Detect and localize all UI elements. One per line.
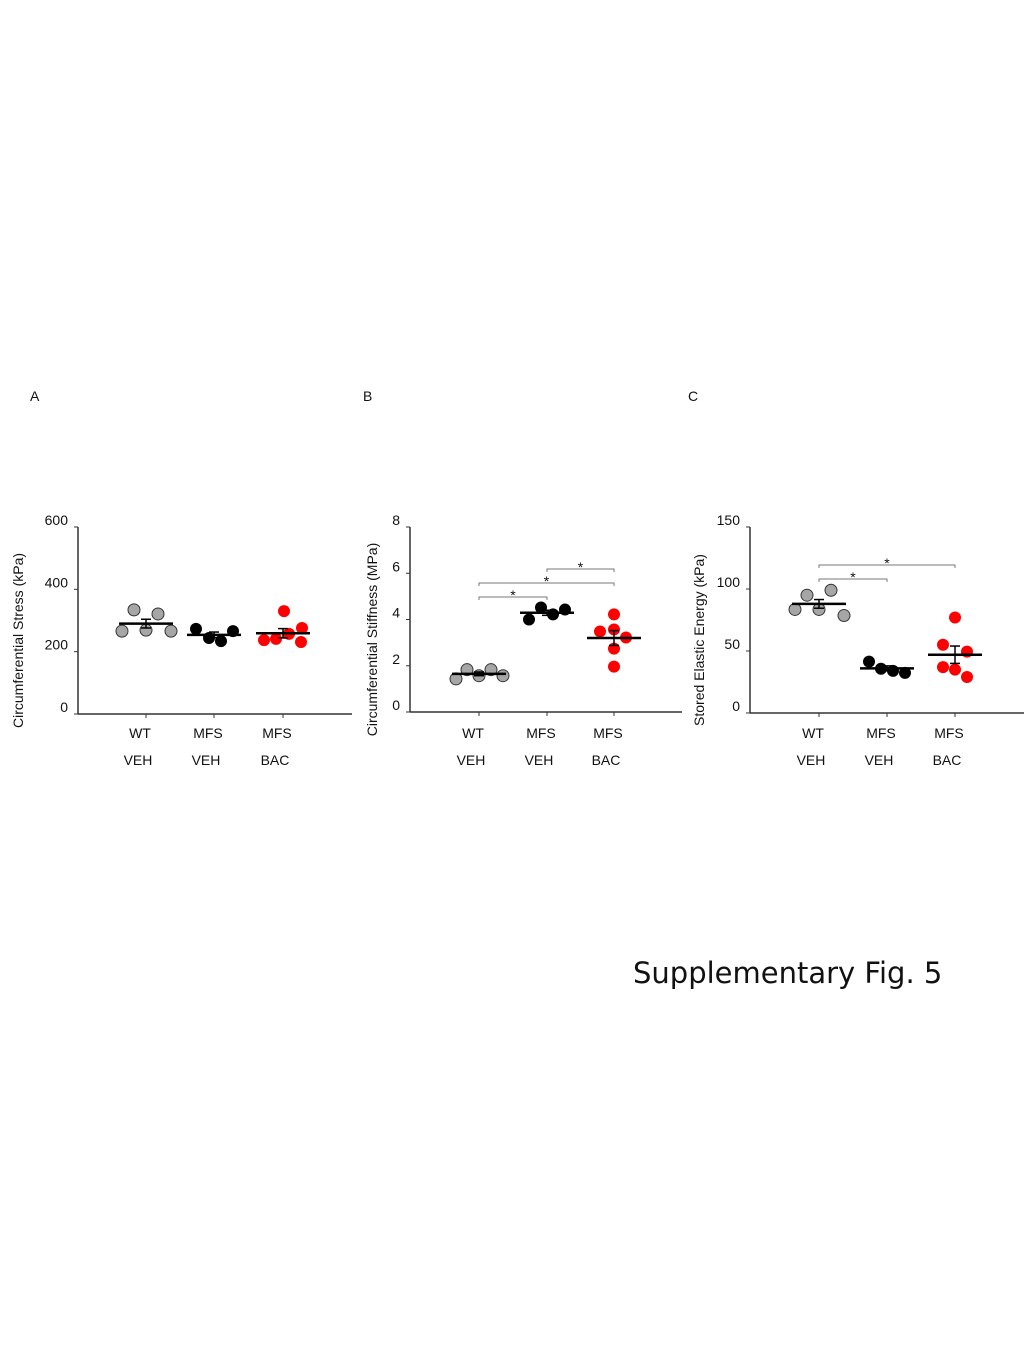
y-axis-label: Circumferential Stiffness (MPa)	[364, 543, 380, 736]
series-wt-veh	[115, 603, 178, 638]
data-point	[270, 632, 282, 645]
significance-bracket	[818, 578, 888, 582]
y-axis-label: Circumferential Stress (kPa)	[10, 553, 26, 728]
data-point	[164, 624, 178, 638]
series-mfs-veh	[187, 622, 241, 648]
significance-bracket	[818, 564, 956, 568]
significance-star: *	[578, 559, 584, 575]
x-tick-label-line2: VEH	[865, 752, 894, 768]
y-tick-label: 600	[45, 512, 69, 528]
y-tick-label: 400	[45, 574, 69, 590]
data-point	[496, 669, 510, 683]
significance-star: *	[544, 573, 550, 589]
x-tick-label-line2: VEH	[457, 752, 486, 768]
data-point	[837, 609, 851, 623]
x-tick-label-line1: WT	[462, 725, 484, 741]
x-tick-label-line1: WT	[802, 725, 824, 741]
data-point	[115, 624, 129, 638]
series-wt-veh	[449, 663, 510, 686]
data-point	[937, 638, 949, 651]
x-tick-label-line1: MFS	[262, 725, 292, 741]
data-point	[949, 663, 961, 676]
x-tick-label-line1: MFS	[593, 725, 623, 741]
series-mfs-bac	[587, 608, 641, 673]
panel-letter: C	[688, 388, 698, 404]
data-point	[608, 660, 620, 673]
significance-star: *	[510, 587, 516, 603]
data-point	[899, 666, 911, 679]
y-tick-label: 100	[717, 574, 741, 590]
x-tick-label-line1: MFS	[193, 725, 223, 741]
panel-letter: A	[30, 388, 40, 404]
series-mfs-bac	[928, 611, 982, 684]
data-point	[215, 635, 227, 648]
series-mfs-bac	[256, 605, 310, 649]
figure-title: Supplementary Fig. 5	[633, 956, 942, 990]
y-tick-label: 200	[45, 637, 69, 653]
significance-bracket	[478, 596, 548, 600]
panel-a: A 0 200 400 600 Circumferential Stress (kPa) W…	[10, 388, 352, 768]
y-tick-label: 8	[392, 512, 400, 528]
y-tick-label: 150	[717, 512, 741, 528]
data-point	[949, 611, 961, 624]
panel-letter: B	[363, 388, 372, 404]
y-tick-label: 0	[732, 698, 740, 714]
x-tick-label-line1: MFS	[526, 725, 556, 741]
x-tick-label-line2: BAC	[592, 752, 621, 768]
x-tick-label-line2: VEH	[797, 752, 826, 768]
data-point	[258, 634, 270, 647]
data-point	[608, 623, 620, 636]
data-point	[937, 661, 949, 674]
y-tick-label: 50	[724, 636, 740, 652]
data-point	[151, 607, 165, 621]
x-tick-label-line2: BAC	[261, 752, 290, 768]
y-tick-label: 2	[392, 651, 400, 667]
y-tick-label: 0	[60, 699, 68, 715]
y-tick-label: 0	[392, 697, 400, 713]
data-point	[295, 636, 307, 649]
data-point	[608, 608, 620, 621]
data-point	[863, 655, 875, 668]
x-tick-label-line2: VEH	[525, 752, 554, 768]
data-point	[127, 603, 141, 617]
series-mfs-veh	[860, 655, 914, 679]
panel-b: B 0 2 4 6 8 Circumferential Stiffness (MPa) WT V…	[363, 388, 682, 768]
significance-bracket	[478, 582, 615, 586]
data-point	[800, 588, 814, 602]
x-tick-label-line1: WT	[129, 725, 151, 741]
x-tick-label-line2: VEH	[124, 752, 153, 768]
significance-star: *	[884, 555, 890, 571]
significance-star: *	[850, 569, 856, 585]
data-point	[296, 621, 308, 634]
y-axis-label: Stored Elastic Energy (kPa)	[691, 554, 707, 726]
data-point	[278, 605, 290, 618]
x-tick-label-line2: VEH	[192, 752, 221, 768]
y-tick-label: 4	[392, 605, 400, 621]
x-tick-label-line1: MFS	[866, 725, 896, 741]
series-mfs-veh	[520, 601, 574, 626]
x-tick-label-line1: MFS	[934, 725, 964, 741]
data-point	[523, 613, 535, 626]
data-point	[190, 622, 202, 635]
data-point	[961, 671, 973, 684]
data-point	[594, 625, 606, 638]
data-point	[547, 608, 559, 621]
significance-bracket	[546, 568, 615, 572]
data-point	[824, 583, 838, 597]
x-tick-label-line2: BAC	[933, 752, 962, 768]
data-point	[788, 602, 802, 616]
panel-c: C 0 50 100 150 Stored Elastic Energy (kPa) WT V…	[688, 388, 1024, 768]
series-wt-veh	[788, 583, 851, 623]
y-tick-label: 6	[392, 558, 400, 574]
